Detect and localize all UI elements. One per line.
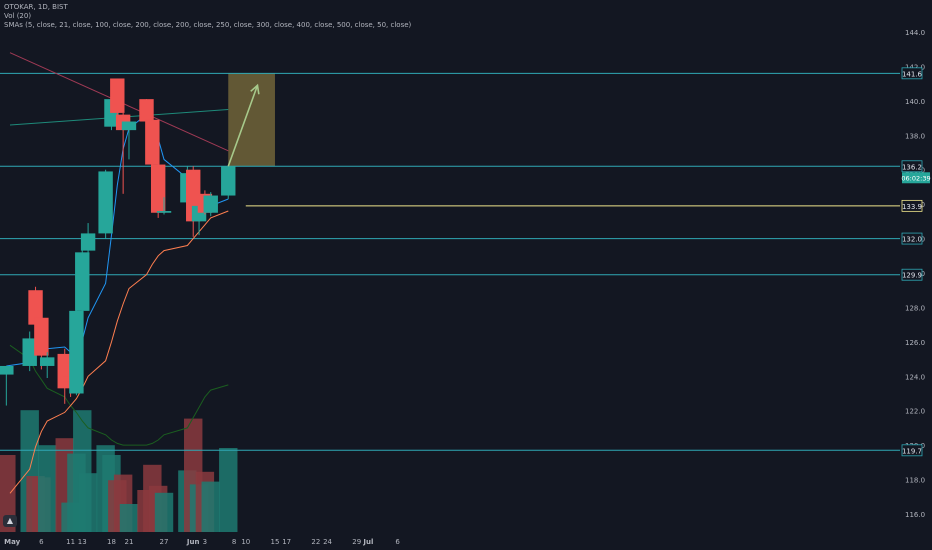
candles[interactable] xyxy=(0,78,236,406)
candle-body[interactable] xyxy=(203,195,218,213)
time-tick-label: 6 xyxy=(395,538,400,546)
price-tick-label: 124.0 xyxy=(905,373,925,381)
price-tick-label: 116.0 xyxy=(905,511,925,519)
symbol-legend-line[interactable]: OTOKAR, 1D, BIST xyxy=(4,3,68,11)
target-box[interactable] xyxy=(228,73,275,167)
price-tick-label: 126.0 xyxy=(905,339,925,347)
sma50-line xyxy=(9,344,229,446)
time-tick-label: 27 xyxy=(160,538,169,546)
volume-pane xyxy=(0,410,238,532)
price-tick-label: 122.0 xyxy=(905,408,925,416)
time-tick-label: 29 xyxy=(352,538,361,546)
projection-arrow[interactable] xyxy=(227,85,259,167)
tradingview-logo-icon[interactable]: ▲ xyxy=(3,515,17,527)
time-tick-label: 22 xyxy=(311,538,320,546)
level-price-label: 129.9 xyxy=(902,272,922,280)
volume-bar xyxy=(78,473,98,532)
level-price-tag xyxy=(901,232,923,245)
time-tick-label: Jul xyxy=(362,538,373,546)
candle-body[interactable] xyxy=(139,99,154,122)
volume-bar xyxy=(154,492,174,532)
time-tick-label: 6 xyxy=(39,538,44,546)
candle-body[interactable] xyxy=(98,171,113,234)
time-tick-label: 15 xyxy=(271,538,280,546)
candle-body[interactable] xyxy=(75,252,90,311)
price-tick-label: 140.0 xyxy=(905,98,925,106)
countdown-label: 06:02:39 xyxy=(901,174,930,182)
volume-bar xyxy=(38,445,57,532)
candle-body[interactable] xyxy=(150,164,166,213)
price-tick-label: 128.0 xyxy=(905,304,925,312)
time-tick-label: 18 xyxy=(107,538,116,546)
time-tick-label: 13 xyxy=(78,538,87,546)
candle-body[interactable] xyxy=(0,365,14,375)
time-tick-label: 10 xyxy=(241,538,250,546)
volume-bar xyxy=(119,504,139,532)
price-tick-label: 144.0 xyxy=(905,29,925,37)
candle-body[interactable] xyxy=(40,357,55,366)
last-price-label: 133.9 xyxy=(902,203,922,211)
candle-body[interactable] xyxy=(80,233,96,251)
chart-legend: OTOKAR, 1D, BIST Vol (20) SMAs (5, close… xyxy=(4,3,411,30)
last-price-tag xyxy=(901,199,923,212)
level-price-tag xyxy=(901,67,923,80)
time-tick-label: 17 xyxy=(282,538,291,546)
level-price-label: 141.6 xyxy=(902,70,923,78)
projection-arrow-head xyxy=(250,83,260,95)
time-tick-label: 8 xyxy=(232,538,236,546)
plot-area[interactable]: 141.6 136.2 132.0 129.9 119.7 133.9 06:02:39 xyxy=(0,52,931,532)
price-tick-label: 118.0 xyxy=(905,477,925,485)
time-tick-label: May xyxy=(4,538,20,546)
level-price-label: 132.0 xyxy=(902,236,922,244)
time-tick-label: 24 xyxy=(323,538,332,546)
sma21-line xyxy=(9,210,229,494)
candle-body[interactable] xyxy=(22,338,37,366)
time-tick-label: Jun xyxy=(186,538,200,546)
level-price-tag xyxy=(901,160,923,173)
volume-bar xyxy=(201,481,220,532)
level-price-tag xyxy=(901,268,923,281)
time-axis[interactable]: May 6 11 13 18 21 27 Jun 3 8 10 15 17 22 24 29 Jul 6 xyxy=(4,538,400,546)
candle-body[interactable] xyxy=(221,166,236,196)
candle-body[interactable] xyxy=(69,310,84,394)
volume-bar xyxy=(219,448,238,532)
time-tick-label: 3 xyxy=(203,538,207,546)
candle-body[interactable] xyxy=(121,121,137,131)
level-price-label: 136.2 xyxy=(902,163,922,171)
price-tick-label: 138.0 xyxy=(905,132,925,140)
candle-body[interactable] xyxy=(156,211,172,213)
time-tick-label: 21 xyxy=(125,538,134,546)
level-price-label: 119.7 xyxy=(902,447,922,455)
time-tick-label: 11 xyxy=(66,538,75,546)
level-price-tag xyxy=(901,444,923,457)
sma-legend-line[interactable]: SMAs (5, close, 21, close, 100, close, 2… xyxy=(4,21,412,29)
current-price-countdown-tag xyxy=(902,172,930,184)
candle-body[interactable] xyxy=(145,119,160,165)
candle-body[interactable] xyxy=(34,317,49,356)
candle-body[interactable] xyxy=(28,290,43,325)
candle-body[interactable] xyxy=(110,78,125,113)
volume-bar xyxy=(0,455,16,532)
volume-legend-line[interactable]: Vol (20) xyxy=(4,12,32,20)
